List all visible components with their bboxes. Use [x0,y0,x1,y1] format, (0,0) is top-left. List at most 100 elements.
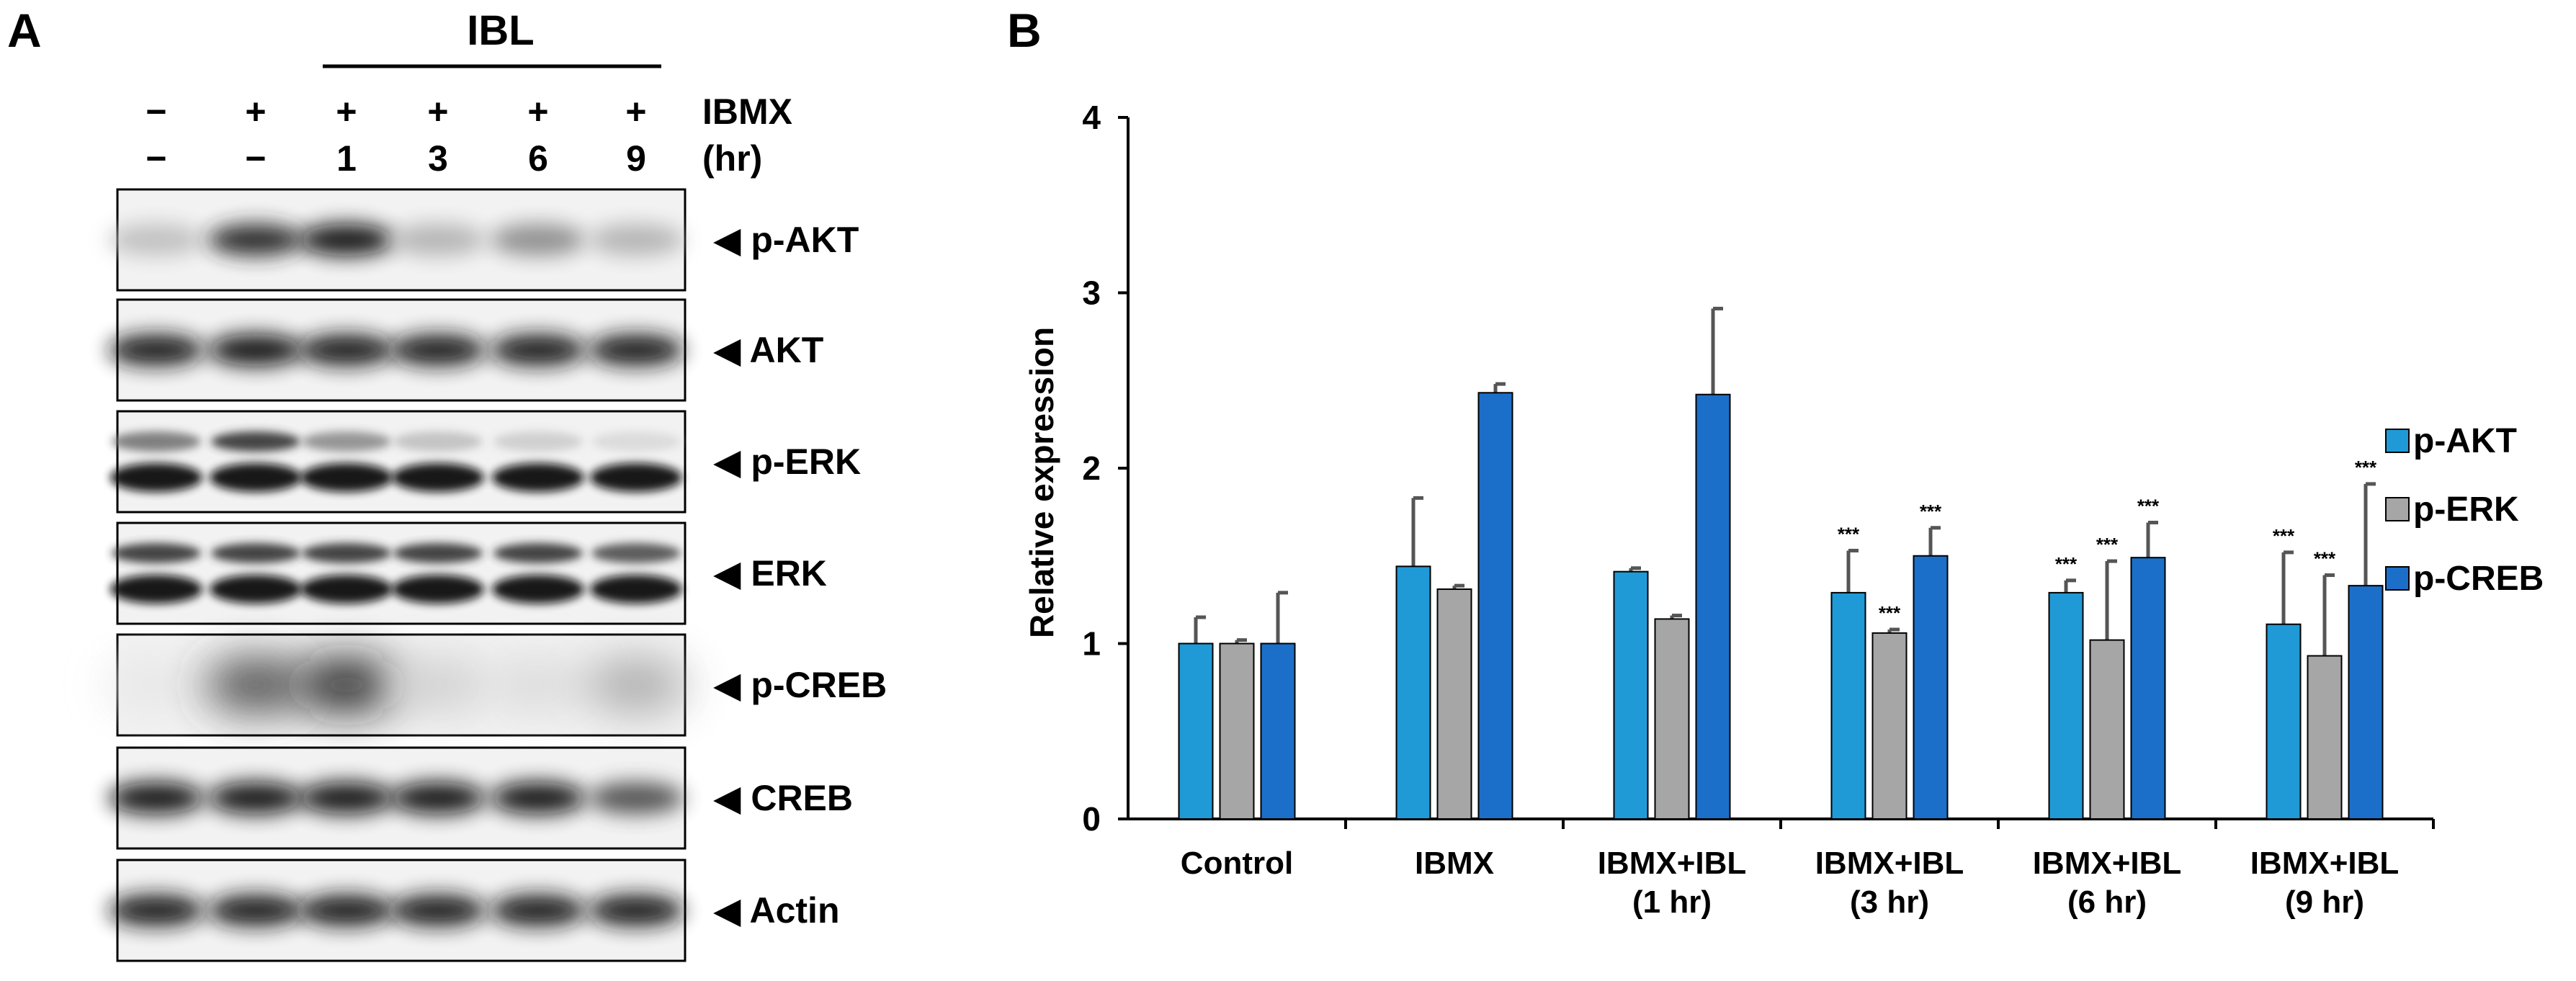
blot-band-lower [392,575,484,604]
blot-band-lower [492,463,584,492]
blot-band-lower [210,463,302,492]
blot-band-lower [590,463,682,492]
blot-band-upper [112,431,201,452]
blot-band [589,782,684,814]
blot-band [390,224,486,256]
blot-band [589,895,684,926]
blot-band [299,334,394,366]
lane-header: − − + − +1 +3 +6 +9 [146,91,646,179]
blot-band-lower [492,575,584,604]
blot-band-upper [393,543,483,563]
blot-label: ◀ AKT [713,330,823,370]
significance-label: *** [2355,457,2377,478]
blot-band [109,895,204,926]
x-tick-label: IBMX+IBL [2250,846,2400,881]
blot-band [205,658,306,712]
blot-band-lower [300,575,393,604]
panel-a: A IBL − − + − +1 +3 +6 +9 IBMX (hr) ◀ p-AKT ◀ AK… [7,4,887,962]
legend-swatch [2385,497,2410,521]
blot-band-lower [392,463,484,492]
significance-label: *** [2314,548,2336,570]
lane-ibmx-sign: + [336,91,357,132]
lane-time-label: 1 [336,138,357,179]
x-tick-label: (3 hr) [1850,884,1929,920]
x-tick-label: IBMX+IBL [1598,846,1747,881]
blot-band-upper [591,431,681,452]
lane-ibmx-sign: + [245,91,266,132]
bar-p-erk [1654,618,1690,820]
blot-band-lower [110,463,202,492]
bar-p-erk [1436,588,1472,820]
lane-ibmx-sign: + [427,91,448,132]
blot-band [488,658,589,712]
significance-label: *** [2273,525,2295,547]
bar-p-akt [1178,642,1214,820]
blot-label: ◀ ERK [713,553,827,593]
blot-label: ◀ p-AKT [713,220,859,260]
bar-p-creb [1477,392,1513,820]
bar-p-akt [1613,570,1649,820]
blot-p-erk: ◀ p-ERK [110,410,861,514]
x-tick-label: Control [1181,846,1293,881]
bar-p-creb [1913,555,1949,820]
y-tick-label: 0 [1082,800,1101,838]
blot-band [208,782,303,814]
legend-label: p-CREB [2413,560,2544,598]
lane-ibmx-sign: − [146,91,166,132]
blot-band [299,782,394,814]
blot-p-akt: ◀ p-AKT [109,188,859,292]
lane-time-label: − [146,138,166,179]
blot-band-upper [493,431,583,452]
blot-band [589,334,684,366]
blot-band-upper [302,543,391,563]
bar-p-creb [1260,642,1296,820]
blot-erk: ◀ ERK [110,521,827,625]
legend-swatch [2385,566,2410,591]
bar-p-akt [1830,591,1866,820]
y-tick-label: 2 [1082,449,1101,487]
panel-a-label: A [7,4,42,57]
bar-p-creb [1695,393,1731,820]
lane-time-label: 6 [528,138,548,179]
bar-p-akt [2048,591,2084,820]
significance-label: *** [1920,501,1942,522]
blot-band [208,334,303,366]
y-tick-label: 1 [1082,625,1101,663]
blot-band-upper [211,431,300,452]
lane-time-label: 3 [428,138,448,179]
panel-b: B 0 1 2 3 4 Relative expression Control IBMX IBM… [1007,4,2544,920]
blot-actin: ◀ Actin [109,859,840,962]
blot-band [388,658,488,712]
blot-band [109,782,204,814]
blot-band [208,224,303,256]
x-tick-label: IBMX+IBL [2033,846,2182,881]
legend-label: p-AKT [2413,422,2517,460]
blot-band [491,334,586,366]
blot-band [491,782,586,814]
blot-label: ◀ p-CREB [713,665,887,705]
x-tick-label: IBMX+IBL [1815,846,1964,881]
hr-row-label: (hr) [702,138,762,179]
y-axis-label: Relative expression [1023,327,1060,638]
x-tick-label: IBMX [1415,846,1494,881]
blot-label: ◀ Actin [713,890,840,931]
panel-b-label: B [1007,4,1042,57]
blot-band [390,782,486,814]
y-tick-label: 3 [1082,274,1101,312]
blot-band [109,334,204,366]
blot-band [208,895,303,926]
lane-ibmx-sign: + [625,91,646,132]
significance-label: *** [2137,495,2160,516]
blot-p-creb: ◀ p-CREB [106,633,887,737]
blot-band-upper [112,543,201,563]
bar-p-erk [2307,655,2343,820]
blot-band-lower [590,575,682,604]
blot-label: ◀ CREB [713,778,853,818]
bar-p-erk [1219,642,1255,820]
bar-p-creb [2130,557,2166,820]
lane-time-label: 9 [626,138,646,179]
ibmx-row-label: IBMX [702,91,792,132]
blot-band [491,895,586,926]
lane-time-label: − [245,138,266,179]
